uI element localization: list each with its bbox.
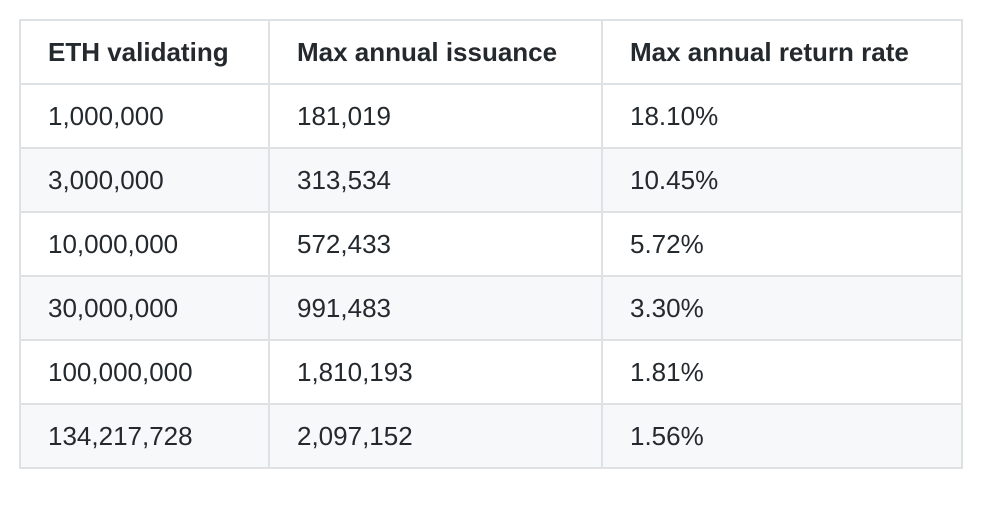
cell-max-annual-issuance: 572,433 xyxy=(268,211,603,277)
cell-eth-validating: 1,000,000 xyxy=(19,83,270,149)
cell-eth-validating: 3,000,000 xyxy=(19,147,270,213)
header-eth-validating: ETH validating xyxy=(19,19,270,85)
cell-max-annual-issuance: 2,097,152 xyxy=(268,403,603,469)
table-body: 1,000,000 181,019 18.10% 3,000,000 313,5… xyxy=(19,83,963,469)
cell-eth-validating: 100,000,000 xyxy=(19,339,270,405)
header-max-annual-issuance: Max annual issuance xyxy=(268,19,603,85)
table-row: 30,000,000 991,483 3.30% xyxy=(19,275,963,341)
cell-max-annual-return-rate: 18.10% xyxy=(601,83,963,149)
table-row: 3,000,000 313,534 10.45% xyxy=(19,147,963,213)
header-max-annual-return-rate: Max annual return rate xyxy=(601,19,963,85)
cell-max-annual-issuance: 313,534 xyxy=(268,147,603,213)
cell-max-annual-return-rate: 1.56% xyxy=(601,403,963,469)
cell-max-annual-issuance: 991,483 xyxy=(268,275,603,341)
table-row: 134,217,728 2,097,152 1.56% xyxy=(19,403,963,469)
table-row: 10,000,000 572,433 5.72% xyxy=(19,211,963,277)
cell-max-annual-return-rate: 3.30% xyxy=(601,275,963,341)
issuance-table: ETH validating Max annual issuance Max a… xyxy=(19,19,963,469)
cell-max-annual-return-rate: 10.45% xyxy=(601,147,963,213)
table-row: 100,000,000 1,810,193 1.81% xyxy=(19,339,963,405)
cell-max-annual-issuance: 1,810,193 xyxy=(268,339,603,405)
cell-eth-validating: 30,000,000 xyxy=(19,275,270,341)
cell-eth-validating: 10,000,000 xyxy=(19,211,270,277)
cell-max-annual-issuance: 181,019 xyxy=(268,83,603,149)
table-header: ETH validating Max annual issuance Max a… xyxy=(19,19,963,85)
cell-eth-validating: 134,217,728 xyxy=(19,403,270,469)
cell-max-annual-return-rate: 1.81% xyxy=(601,339,963,405)
cell-max-annual-return-rate: 5.72% xyxy=(601,211,963,277)
header-row: ETH validating Max annual issuance Max a… xyxy=(19,19,963,85)
table-row: 1,000,000 181,019 18.10% xyxy=(19,83,963,149)
